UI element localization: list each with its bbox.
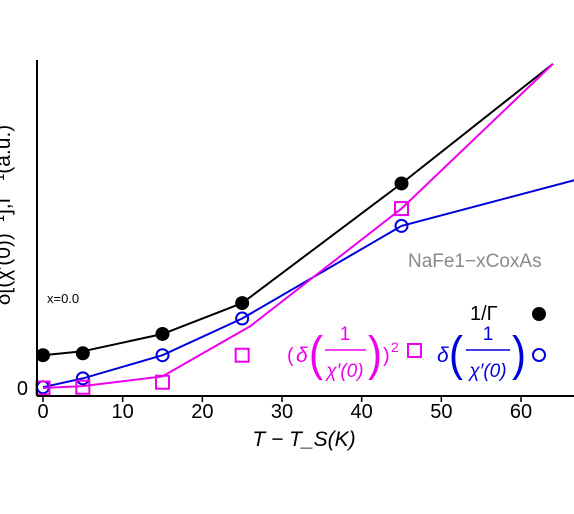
data-point-s1-1 (36, 348, 50, 363)
legend-delta-open: ( (449, 326, 463, 380)
legend-marker-gamma (532, 307, 546, 321)
composition-label: x=0.0 (47, 291, 79, 306)
legend-label-gamma: 1/Γ (470, 303, 498, 325)
x-tick-label-30: 30 (271, 401, 293, 423)
x-axis-title: T − T_S(K) (252, 428, 355, 451)
tick-labels: 0 10 20 30 40 50 60 0 (17, 378, 532, 423)
data-point-s2-4 (235, 311, 250, 326)
data-point-s1-3 (155, 326, 170, 341)
data-point-s3-2 (75, 379, 91, 395)
y-axis-title: δ[(χ′(0))⁻¹],Γ⁻¹(a.u.) (0, 125, 15, 306)
data-point-s1-5 (394, 176, 409, 191)
x-tick-label-20: 20 (191, 401, 213, 423)
data-point-s3-3 (155, 374, 170, 390)
x-tick-label-40: 40 (351, 401, 373, 423)
data-point-s2-5 (394, 218, 409, 233)
legend-squared-close-inner: ) (368, 326, 382, 380)
legend-squared-open-outer: ( (287, 345, 294, 367)
legend-entry-squared: ( δ ( 1 χ′(0) ) ) 2 (287, 324, 399, 382)
legend-delta-frac-num: 1 (483, 324, 494, 345)
legend-delta-close: ) (512, 326, 526, 380)
x-tick-label-50: 50 (430, 401, 452, 423)
legend-delta-frac-den: χ′(0) (467, 361, 506, 382)
legend-delta-symbol: δ (437, 344, 449, 367)
legend-squared-delta: δ (296, 344, 308, 367)
x-tick-label-10: 10 (112, 401, 134, 423)
compound-label: NaFe1−xCoxAs (408, 251, 542, 272)
x-tick-label-60: 60 (510, 401, 532, 423)
tick-marks (42, 396, 522, 402)
data-point-s3-4 (234, 347, 250, 363)
data-point-s2-3 (155, 348, 170, 363)
legend-entry-delta: δ ( 1 χ′(0) ) (437, 324, 526, 382)
legend-marker-squared (407, 343, 422, 358)
data-point-s1-4 (235, 296, 250, 311)
data-point-s1-2 (75, 346, 90, 361)
data-point-s3-5 (394, 201, 409, 217)
legend-squared-frac-den: χ′(0) (324, 361, 363, 382)
legend-squared-exponent: 2 (391, 339, 399, 355)
x-tick-label-0: 0 (37, 401, 48, 423)
legend-squared-frac-num: 1 (340, 324, 351, 345)
data-point-s2-2 (75, 371, 90, 386)
data-markers (35, 176, 409, 396)
legend-squared-close-outer: ) (383, 345, 390, 367)
legend-marker-delta (532, 348, 546, 362)
y-tick-label-0: 0 (17, 378, 28, 400)
fit-line-3 (42, 63, 554, 389)
legend-squared-open-inner: ( (309, 326, 323, 380)
